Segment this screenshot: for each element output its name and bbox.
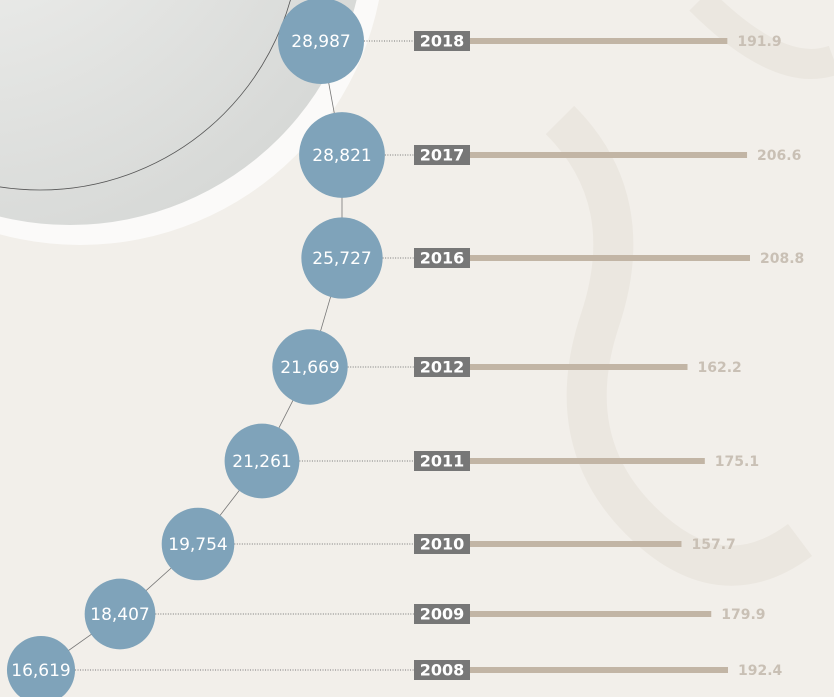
bar	[470, 458, 705, 464]
year-box	[414, 451, 470, 471]
bubble-label: 28,821	[312, 146, 371, 166]
year-label: 2009	[420, 605, 465, 624]
year-label: 2018	[420, 32, 465, 51]
bar-label: 191.9	[737, 34, 781, 50]
bar	[470, 152, 748, 158]
bubble-label: 21,261	[232, 452, 291, 472]
bar-label: 157.7	[691, 537, 735, 553]
bubble	[272, 329, 348, 405]
bar	[470, 364, 688, 370]
bar	[470, 38, 728, 44]
year-label: 2017	[420, 146, 465, 165]
bubble-label: 18,407	[90, 605, 149, 625]
year-box	[414, 31, 470, 51]
year-label: 2010	[420, 535, 465, 554]
bubble	[161, 507, 235, 581]
year-label: 2016	[420, 249, 465, 268]
bubble	[301, 217, 383, 299]
bubble	[84, 578, 156, 650]
bar	[470, 255, 750, 261]
bubble	[299, 112, 385, 198]
bar	[470, 541, 682, 547]
bubble-label: 21,669	[280, 358, 339, 378]
bubble-label: 25,727	[312, 249, 371, 269]
bubble	[224, 423, 300, 499]
bubble-label: 28,987	[291, 32, 350, 52]
year-box	[414, 660, 470, 680]
year-box	[414, 357, 470, 377]
year-box	[414, 248, 470, 268]
bubble	[6, 635, 76, 697]
bubble-label: 16,619	[11, 661, 70, 681]
bar-label: 192.4	[738, 663, 783, 679]
bubble	[278, 0, 364, 84]
bar-label: 175.1	[715, 454, 759, 470]
year-box	[414, 604, 470, 624]
bubble-label: 19,754	[168, 535, 227, 555]
background-decoration	[0, 0, 834, 586]
year-label: 2012	[420, 358, 465, 377]
bar-label: 208.8	[760, 251, 804, 267]
bar	[470, 667, 729, 673]
bar-label: 206.6	[757, 148, 801, 164]
bar-label: 162.2	[698, 360, 742, 376]
year-label: 2008	[420, 661, 465, 680]
plot: 28,987 2018 191.9 28,821 2017 206.6 25,727 2016…	[6, 0, 804, 697]
bar	[470, 611, 712, 617]
year-label: 2011	[420, 452, 465, 471]
year-box	[414, 534, 470, 554]
year-box	[414, 145, 470, 165]
bar-label: 179.9	[721, 607, 765, 623]
